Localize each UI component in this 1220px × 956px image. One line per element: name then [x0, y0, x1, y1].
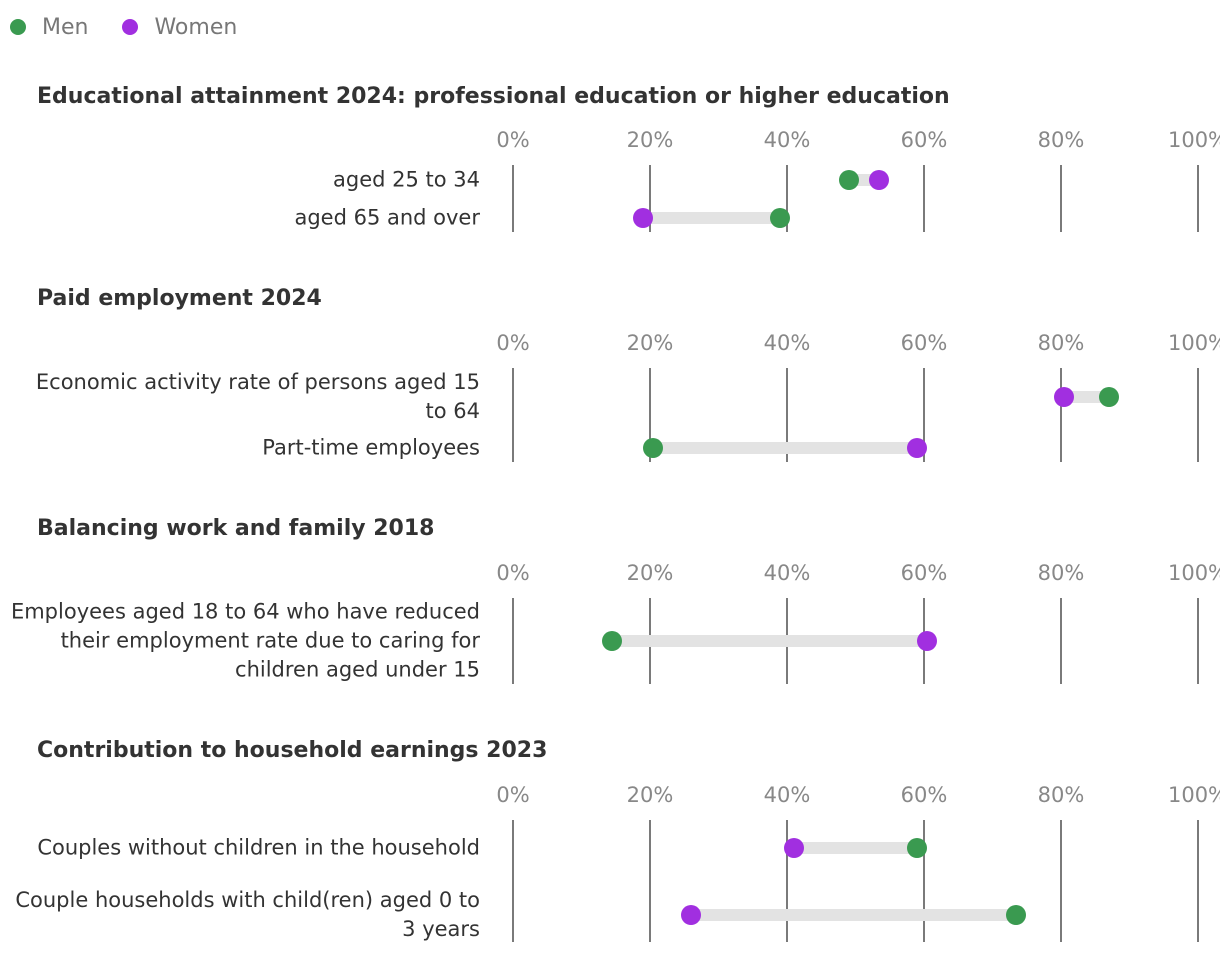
panel-title: Balancing work and family 2018 — [37, 516, 435, 541]
connector-bar — [643, 212, 781, 224]
point-women[interactable] — [681, 905, 702, 925]
gridline — [649, 368, 651, 462]
tick-label: 0% — [496, 561, 530, 585]
row-label: Couples without children in the househol… — [37, 835, 480, 860]
connector-bar — [691, 909, 1017, 921]
tick-label: 0% — [496, 783, 530, 807]
connector-bar — [1064, 391, 1109, 403]
tick-label: 40% — [763, 783, 811, 807]
legend-label-women: Women — [154, 14, 238, 40]
connector-bar — [653, 442, 918, 454]
connector-bar — [612, 635, 928, 647]
gridline — [1060, 368, 1062, 462]
tick-label: 80% — [1037, 331, 1085, 355]
point-women[interactable] — [633, 208, 654, 228]
tick-label: 20% — [626, 128, 674, 152]
legend-item-women[interactable]: Women — [122, 15, 237, 40]
tick-label: 100% — [1167, 128, 1220, 152]
tick-label: 100% — [1167, 783, 1220, 807]
tick-label: 40% — [763, 128, 811, 152]
legend: Men Women — [10, 12, 271, 42]
tick-label: 20% — [626, 783, 674, 807]
gridline — [649, 820, 651, 942]
row-label: Couple households with child(ren) aged 0… — [15, 888, 480, 941]
row-label: aged 65 and over — [294, 205, 480, 230]
gridline — [512, 820, 514, 942]
gridline — [512, 165, 514, 232]
point-men[interactable] — [838, 170, 859, 190]
row-label: Part-time employees — [262, 435, 480, 460]
tick-label: 60% — [900, 128, 948, 152]
legend-marker-women — [122, 19, 139, 35]
gridline — [786, 165, 788, 232]
point-men[interactable] — [1006, 905, 1027, 925]
legend-label-men: Men — [42, 14, 89, 40]
gridline — [923, 165, 925, 232]
panel-title: Paid employment 2024 — [37, 286, 322, 311]
gridline — [1197, 598, 1199, 684]
legend-marker-men — [10, 19, 26, 35]
point-men[interactable] — [907, 838, 928, 858]
tick-label: 0% — [496, 331, 530, 355]
gridline — [923, 820, 925, 942]
panel-title: Educational attainment 2024: professiona… — [37, 84, 950, 109]
gridline — [649, 165, 651, 232]
row-label: Employees aged 18 to 64 who have reduced… — [10, 599, 480, 682]
point-men[interactable] — [770, 208, 791, 228]
gridline — [1060, 598, 1062, 684]
point-women[interactable] — [869, 170, 890, 190]
gridline — [786, 368, 788, 462]
point-women[interactable] — [783, 838, 804, 858]
point-men[interactable] — [643, 438, 664, 458]
point-men[interactable] — [1098, 387, 1119, 407]
tick-label: 20% — [626, 561, 674, 585]
gridline — [1197, 368, 1199, 462]
gridline — [923, 368, 925, 462]
point-women[interactable] — [907, 438, 928, 458]
row-label: aged 25 to 34 — [333, 167, 480, 192]
gridline — [1060, 820, 1062, 942]
tick-label: 60% — [900, 331, 948, 355]
panel-title: Contribution to household earnings 2023 — [37, 738, 548, 763]
gridline — [786, 820, 788, 942]
gridline — [512, 368, 514, 462]
point-women[interactable] — [917, 631, 938, 651]
tick-label: 0% — [496, 128, 530, 152]
tick-label: 40% — [763, 331, 811, 355]
tick-label: 100% — [1167, 561, 1220, 585]
row-label: Economic activity rate of persons aged 1… — [35, 370, 480, 423]
tick-label: 40% — [763, 561, 811, 585]
gridline — [1060, 165, 1062, 232]
connector-bar — [793, 842, 918, 854]
tick-label: 20% — [626, 331, 674, 355]
tick-label: 80% — [1037, 783, 1085, 807]
tick-label: 60% — [900, 783, 948, 807]
tick-label: 80% — [1037, 561, 1085, 585]
point-women[interactable] — [1054, 387, 1075, 407]
gridline — [1197, 820, 1199, 942]
tick-label: 80% — [1037, 128, 1085, 152]
gridline — [1197, 165, 1199, 232]
tick-label: 100% — [1167, 331, 1220, 355]
point-men[interactable] — [602, 631, 623, 651]
tick-label: 60% — [900, 561, 948, 585]
gridline — [512, 598, 514, 684]
legend-item-men[interactable]: Men — [10, 15, 88, 40]
